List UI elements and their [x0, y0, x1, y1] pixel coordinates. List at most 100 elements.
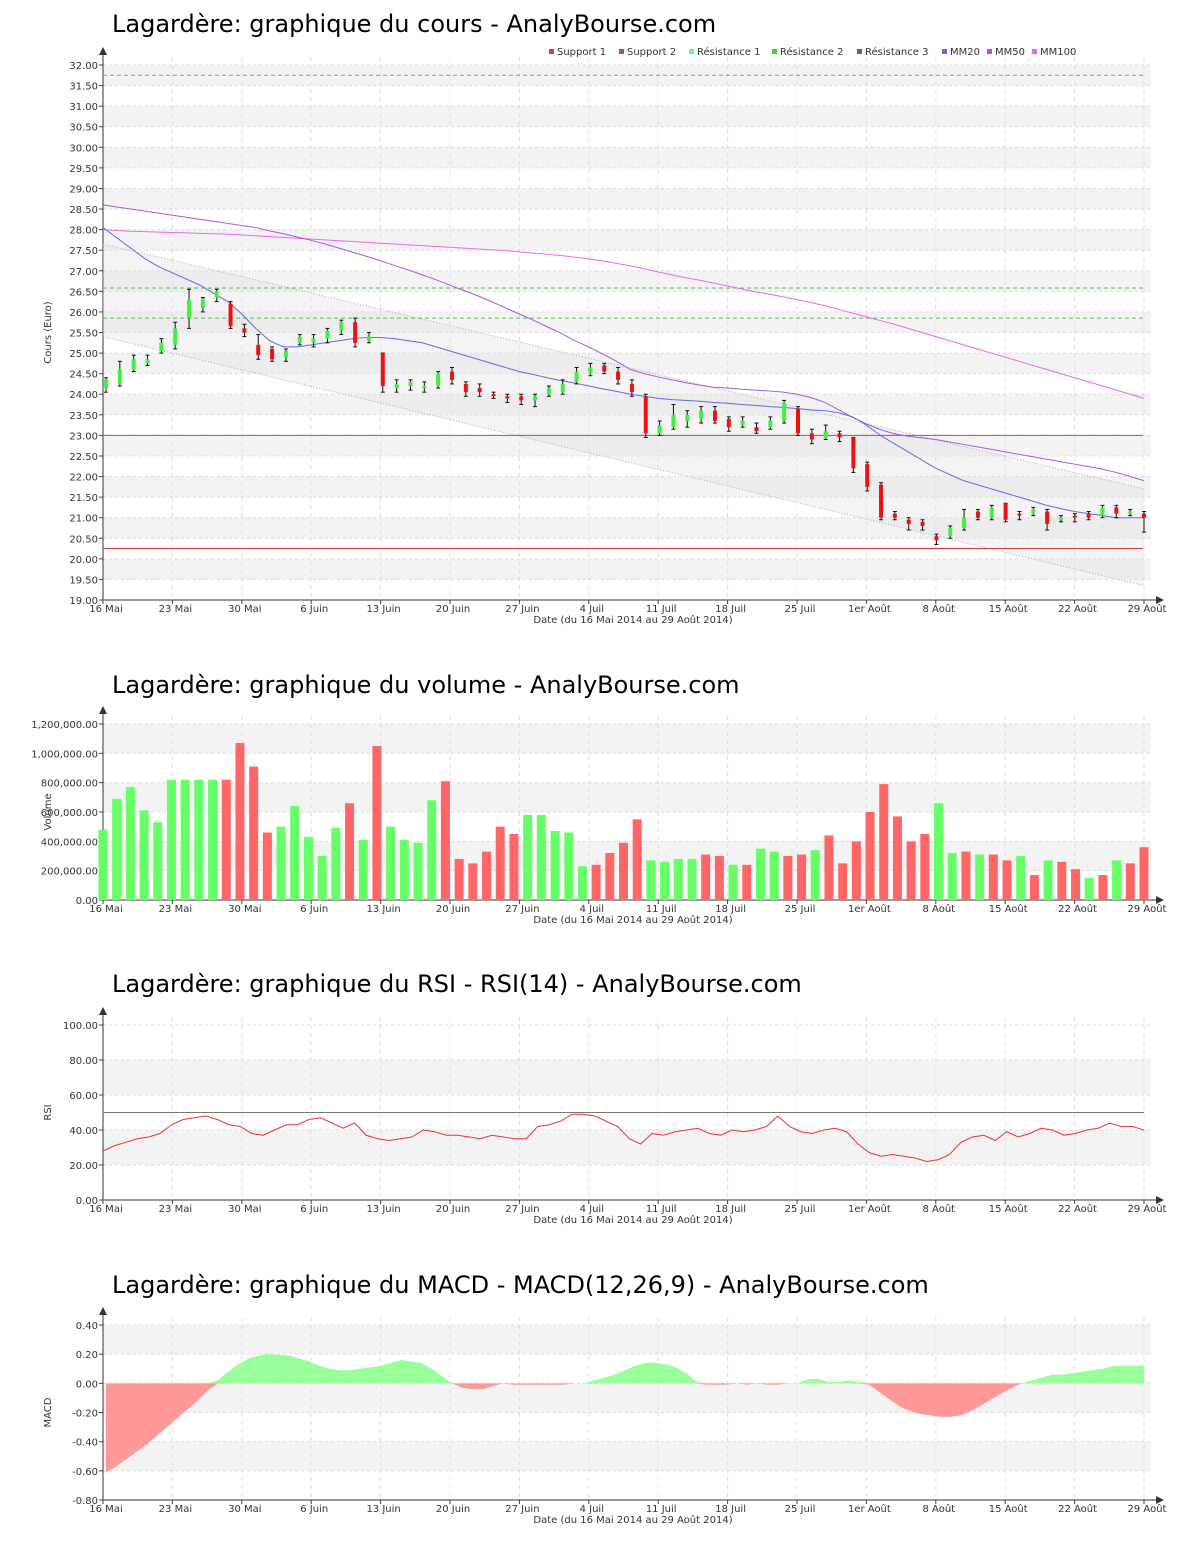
volume-bar — [1084, 878, 1094, 900]
volume-bar — [1098, 875, 1108, 900]
candle — [159, 338, 164, 354]
candle — [616, 366, 621, 385]
volume-bar — [742, 864, 752, 900]
price-xtick-label: 8 Août — [923, 603, 956, 615]
candle — [394, 379, 399, 393]
candle-body-down — [256, 344, 261, 356]
macd-band — [103, 1325, 1151, 1355]
volume-bar — [838, 863, 848, 900]
price-ytick-label: 19.50 — [69, 575, 98, 586]
candle — [173, 321, 178, 350]
volume-bar — [372, 746, 382, 900]
rsi-xtick-label: 11 Juil — [646, 1204, 677, 1215]
candle-body-down — [505, 396, 510, 399]
legend-swatch — [857, 49, 862, 54]
volume-xtick-label: 15 Août — [989, 903, 1028, 915]
macd-y-arrow — [99, 1307, 107, 1315]
rsi-ytick-label: 60.00 — [69, 1091, 98, 1102]
candle-body-up — [297, 336, 302, 343]
volume-bar — [988, 854, 998, 900]
volume-bar — [1071, 869, 1081, 900]
legend-swatch — [1032, 49, 1037, 54]
candle-body-down — [809, 433, 814, 440]
candle-body-down — [616, 371, 621, 380]
candle — [865, 461, 870, 492]
price-chart-title: Lagardère: graphique du cours - AnalyBou… — [112, 10, 717, 38]
volume-y-axis-label: Volume — [43, 793, 54, 830]
price-ytick-label: 20.00 — [69, 555, 98, 566]
candle-body-down — [906, 519, 911, 524]
volume-xtick-label: 30 Mai — [228, 904, 261, 915]
rsi-ytick-label: 40.00 — [69, 1126, 98, 1137]
price-ytick-label: 27.50 — [69, 246, 98, 257]
price-ytick-label: 19.00 — [69, 596, 98, 607]
price-band — [103, 476, 1151, 498]
candle-body-up — [560, 383, 565, 393]
price-band — [103, 394, 1151, 415]
candle-body-up — [214, 291, 219, 298]
macd-xtick-label: 16 Mai — [89, 1504, 122, 1515]
volume-bar — [345, 803, 355, 900]
volume-bar — [194, 779, 204, 900]
candle — [325, 327, 330, 344]
macd-xtick-label: 29 Août — [1128, 1503, 1167, 1515]
volume-bar — [262, 832, 272, 900]
volume-bar — [728, 864, 738, 900]
volume-bar — [577, 866, 587, 900]
price-ytick-label: 20.50 — [69, 534, 98, 545]
candle-body-down — [837, 433, 842, 438]
price-ytick-label: 24.50 — [69, 370, 98, 381]
candle-body-up — [131, 359, 136, 370]
volume-bar — [605, 853, 615, 900]
candle — [851, 436, 856, 473]
price-band — [103, 517, 1151, 539]
price-xtick-label: 20 Juin — [436, 604, 470, 615]
legend-swatch — [942, 49, 947, 54]
candle-body-down — [1086, 513, 1091, 518]
volume-xtick-label: 27 Juin — [505, 904, 539, 915]
macd-x-axis-label: Date (du 16 Mai 2014 au 29 Août 2014) — [533, 1514, 732, 1526]
volume-bar — [660, 861, 670, 900]
candle-body-down — [879, 484, 884, 518]
candle — [962, 508, 967, 531]
candle-body-down — [519, 396, 524, 401]
volume-xtick-label: 23 Mai — [159, 904, 192, 915]
candle-body-up — [200, 299, 205, 308]
volume-bar — [1112, 860, 1122, 900]
volume-bar — [769, 851, 779, 900]
candle-body-down — [491, 394, 496, 397]
candle — [1100, 504, 1105, 519]
candle-body-up — [408, 381, 413, 386]
candle — [1142, 511, 1146, 533]
price-xtick-label: 25 Juil — [785, 604, 816, 615]
macd-xtick-label: 8 Août — [923, 1503, 956, 1515]
candle-body-up — [325, 330, 330, 339]
volume-bar — [166, 779, 176, 900]
candle — [200, 297, 205, 313]
volume-bar — [797, 854, 807, 900]
rsi-ytick-label: 20.00 — [69, 1161, 98, 1172]
candle — [353, 317, 358, 348]
price-ytick-label: 28.50 — [69, 205, 98, 216]
volume-bar — [523, 814, 533, 900]
candle — [782, 399, 787, 424]
candle-body-up — [339, 322, 344, 331]
macd-xtick-label: 20 Juin — [436, 1504, 470, 1515]
candle — [380, 352, 385, 393]
rsi-xtick-label: 22 Août — [1058, 1203, 1097, 1215]
price-y-axis-label: Cours (Euro) — [43, 301, 54, 364]
mm100-line — [102, 229, 1145, 399]
volume-bar — [495, 826, 505, 900]
price-ytick-label: 29.50 — [69, 164, 98, 175]
rsi-xtick-label: 29 Août — [1128, 1203, 1167, 1215]
candle — [906, 517, 911, 531]
rsi-band — [103, 1060, 1151, 1095]
candle — [228, 301, 233, 329]
rsi-xtick-label: 1er Août — [848, 1203, 891, 1215]
price-ytick-label: 23.50 — [69, 411, 98, 422]
candle-body-up — [422, 386, 427, 389]
macd-ytick-label: -0.40 — [72, 1438, 98, 1449]
rsi-xtick-label: 13 Juin — [366, 1204, 400, 1215]
price-ytick-label: 23.00 — [69, 431, 98, 442]
volume-bar — [1043, 860, 1053, 900]
